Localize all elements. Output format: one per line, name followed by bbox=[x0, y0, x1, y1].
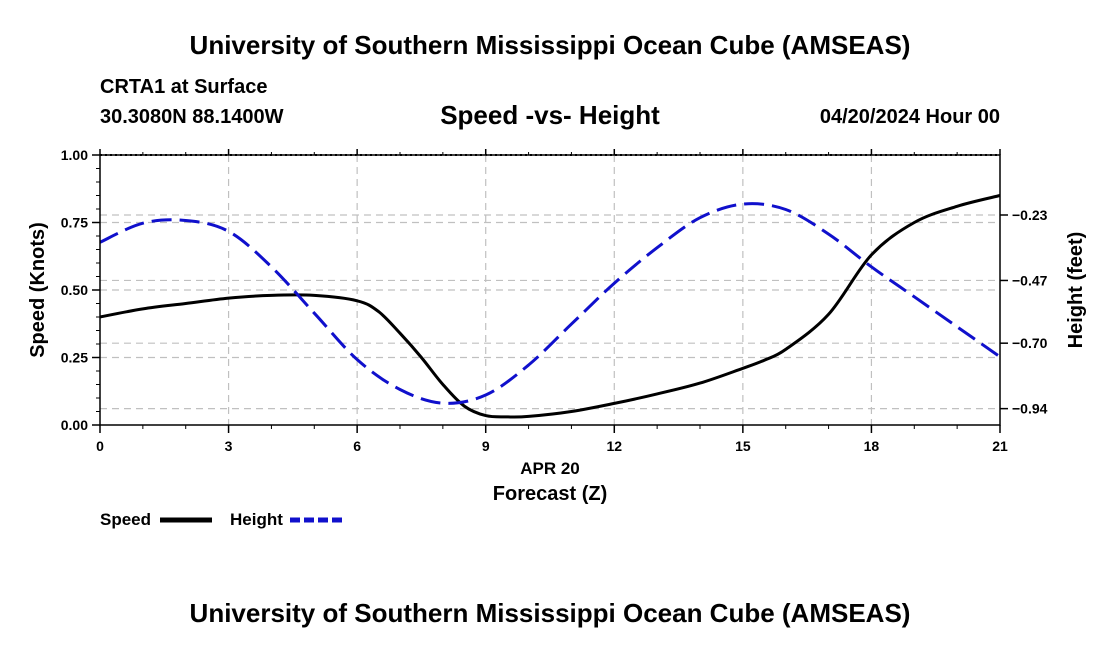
y-tick-label: 0.50 bbox=[61, 282, 88, 298]
forecast-datestamp: 04/20/2024 Hour 00 bbox=[819, 106, 1000, 128]
x-tick-label: 21 bbox=[992, 438, 1008, 454]
y2-axis-title: Height (feet) bbox=[1065, 232, 1087, 349]
footer-title: University of Southern Mississippi Ocean… bbox=[189, 598, 911, 628]
x-tick-label: 0 bbox=[96, 438, 104, 454]
chart-title: University of Southern Mississippi Ocean… bbox=[189, 30, 911, 60]
chart-subtitle: Speed -vs- Height bbox=[440, 100, 660, 130]
y2-tick-label: −0.23 bbox=[1012, 207, 1048, 223]
legend-label-height: Height bbox=[230, 510, 283, 529]
y-axis-title: Speed (Knots) bbox=[27, 222, 49, 358]
y2-tick-label: −0.94 bbox=[1012, 401, 1048, 417]
series-line-height bbox=[99, 202, 1001, 405]
grid-layer bbox=[100, 154, 1000, 425]
y-tick-label: 1.00 bbox=[61, 147, 88, 163]
series-line-speed bbox=[99, 194, 1001, 419]
legend-label-speed: Speed bbox=[100, 510, 151, 529]
y2-tick-label: −0.47 bbox=[1012, 272, 1048, 288]
x-tick-label: 9 bbox=[482, 438, 490, 454]
x-axis-date-label: APR 20 bbox=[520, 459, 580, 478]
y-tick-label: 0.75 bbox=[61, 215, 88, 231]
series-layer bbox=[99, 194, 1001, 419]
legend: Speed Height bbox=[100, 510, 342, 529]
y-tick-label: 0.00 bbox=[61, 417, 88, 433]
x-tick-label: 12 bbox=[606, 438, 622, 454]
station-coordinates: 30.3080N 88.1400W bbox=[100, 106, 284, 128]
y-tick-label: 0.25 bbox=[61, 350, 88, 366]
x-axis-title: Forecast (Z) bbox=[493, 483, 607, 505]
y2-tick-label: −0.70 bbox=[1012, 335, 1048, 351]
x-tick-label: 3 bbox=[225, 438, 233, 454]
axis-layer: 0 3 6 9 12 15 18 21 0.00 0.25 0.50 0.75 1.00 −0.94 −0.… bbox=[61, 147, 1048, 454]
x-tick-label: 18 bbox=[864, 438, 880, 454]
station-label: CRTA1 at Surface bbox=[100, 76, 268, 98]
x-tick-label: 6 bbox=[353, 438, 361, 454]
x-tick-label: 15 bbox=[735, 438, 751, 454]
